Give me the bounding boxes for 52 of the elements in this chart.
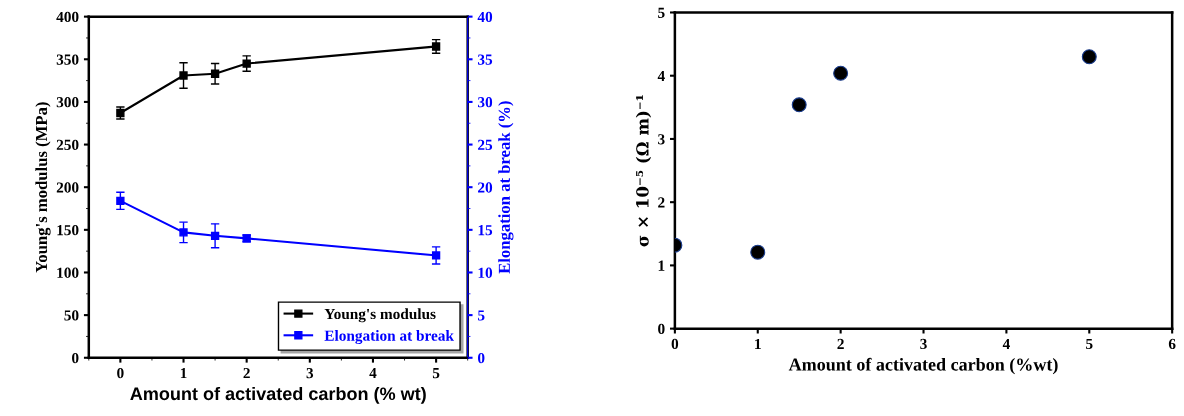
y2-tick-label: 30 (477, 97, 493, 108)
y-tick-label: 5 (658, 7, 665, 18)
x-tick-label: 0 (117, 367, 124, 379)
x-tick-label: 1 (180, 368, 187, 379)
x-tick-label: 0 (671, 338, 679, 350)
x-tick-label: 5 (1086, 338, 1093, 350)
y2-tick-label: 40 (477, 11, 493, 23)
y-tick-label: 1 (658, 260, 665, 271)
point (242, 59, 251, 68)
y2-tick-label: 25 (478, 139, 493, 151)
y2-tick-label: 15 (478, 225, 493, 236)
x-axis-title: Amount of activated carbon (% wt) (130, 386, 426, 404)
y2-tick-label: 5 (478, 310, 485, 321)
x-tick-label: 3 (920, 338, 927, 350)
x-tick-label: 2 (837, 338, 844, 349)
x-tick-label: 3 (306, 367, 314, 379)
point (179, 228, 188, 237)
x-tick-label: 4 (369, 368, 377, 379)
y2-tick-label: 10 (478, 267, 493, 278)
x-tick-label: 6 (1168, 338, 1176, 350)
point (833, 65, 849, 81)
y-axis-title: Young's modulus (MPa) (35, 102, 51, 273)
y-tick-label: 2 (658, 197, 665, 208)
x-tick-label: 1 (755, 338, 761, 349)
y-tick-label: 0 (658, 323, 665, 335)
point (791, 97, 807, 113)
y-tick-label: 50 (64, 310, 79, 321)
point (1081, 49, 1097, 65)
y-tick-label: 100 (57, 267, 79, 278)
y2-tick-label: 20 (478, 182, 493, 193)
y-tick-label: 350 (56, 54, 79, 65)
point (116, 196, 125, 206)
y-tick-label: 400 (56, 11, 79, 23)
x-tick-label: 2 (243, 367, 250, 379)
x-tick-label: 4 (1002, 338, 1010, 349)
x-axis-title: Amount of activated carbon (%wt) (788, 357, 1058, 375)
y-tick-label: 3 (658, 134, 665, 145)
y2-axis-title: Elongation at break (%) (498, 101, 514, 274)
y2-tick-label: 35 (477, 54, 493, 65)
y-axis-title: σ × 10⁻⁵ (Ω m)⁻¹ (635, 95, 652, 247)
y-tick-label: 4 (657, 70, 665, 82)
y-tick-label: 300 (56, 97, 79, 108)
y-tick-label: 250 (56, 139, 79, 151)
point (179, 71, 188, 80)
point (750, 244, 766, 260)
y-tick-label: 200 (56, 182, 79, 193)
y-tick-label: 0 (72, 352, 79, 364)
y-tick-label: 150 (57, 224, 79, 236)
x-tick-label: 5 (432, 368, 440, 379)
legend-label: Elongation at break (324, 330, 454, 345)
y2-tick-label: 0 (477, 352, 485, 364)
legend-label: Young's modulus (324, 308, 436, 323)
